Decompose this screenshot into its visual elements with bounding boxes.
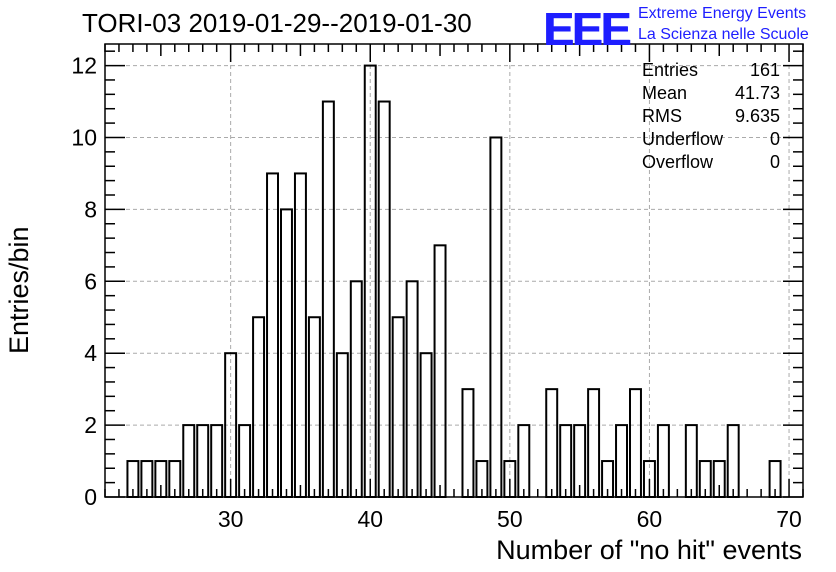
x-tick-label: 50	[497, 506, 523, 532]
histogram-bar	[196, 424, 210, 499]
histogram-bar	[238, 424, 252, 499]
stats-mean-value: 41.73	[734, 83, 780, 103]
histogram-bar	[726, 424, 740, 499]
histogram-bar	[266, 172, 280, 499]
histogram-bar	[377, 100, 391, 499]
histogram-bar	[349, 280, 363, 498]
stats-box: Entries 161 Mean 41.73 RMS 9.635 Underfl…	[642, 59, 780, 174]
stats-underflow-label: Underflow	[642, 129, 724, 149]
stats-underflow-value: 0	[769, 129, 780, 149]
histogram-bar	[656, 424, 670, 499]
y-tick-label: 12	[71, 53, 97, 79]
histogram-bar	[210, 424, 224, 499]
logo-line-2: La Scienza nelle Scuole	[638, 26, 809, 43]
y-axis-label: Entries/bin	[4, 226, 34, 354]
logo-line-1: Extreme Energy Events	[638, 5, 807, 22]
histogram-bar	[321, 100, 335, 499]
histogram-bar	[559, 424, 573, 499]
y-tick-label: 10	[71, 124, 97, 150]
y-tick-label: 0	[84, 484, 97, 510]
stats-row-mean: Mean 41.73	[642, 82, 780, 105]
histogram-bar	[489, 136, 503, 498]
x-tick-label: 60	[637, 506, 663, 532]
histogram-bar	[293, 172, 307, 499]
stats-overflow-label: Overflow	[642, 152, 714, 172]
x-tick-label: 70	[776, 506, 802, 532]
stats-overflow-value: 0	[769, 152, 780, 172]
histogram-bar	[517, 424, 531, 499]
stats-entries-label: Entries	[642, 60, 699, 80]
histogram-bar	[405, 280, 419, 498]
chart-title: TORI-03 2019-01-29--2019-01-30	[82, 8, 472, 38]
plot-frame	[104, 43, 804, 498]
stats-row-rms: RMS 9.635	[642, 105, 780, 128]
histogram-bar	[615, 424, 628, 499]
y-tick-label: 6	[84, 268, 97, 294]
y-tick-label: 4	[84, 340, 97, 366]
stats-row-entries: Entries 161	[642, 59, 780, 82]
x-tick-label: 40	[357, 506, 383, 532]
histogram-bar	[182, 424, 196, 499]
histogram-bar	[391, 316, 405, 498]
tick-labels: 30 40 50 60 70 0 2 4 6 8 10 12	[71, 53, 801, 532]
stats-rms-label: RMS	[642, 106, 682, 126]
histogram-bar	[587, 388, 601, 498]
histogram-bar	[307, 316, 321, 498]
y-tick-label: 8	[84, 196, 97, 222]
histogram-bar	[461, 388, 475, 498]
stats-mean-label: Mean	[642, 83, 688, 103]
stats-entries-value: 161	[749, 60, 780, 80]
histogram-bar	[545, 388, 559, 498]
y-tick-label: 2	[84, 412, 97, 438]
logo-caption: Extreme Energy Events La Scienza nelle S…	[638, 3, 809, 45]
eee-logo: EEE	[543, 3, 631, 55]
x-axis-label: Number of "no hit" events	[496, 535, 802, 565]
histogram-bar	[252, 316, 266, 498]
histogram-bar	[629, 388, 642, 498]
axis-ticks	[104, 44, 804, 498]
stats-row-underflow: Underflow 0	[642, 128, 780, 151]
histogram-bar	[433, 244, 447, 498]
stats-rms-value: 9.635	[734, 106, 780, 126]
histogram-bar	[684, 424, 698, 499]
stats-row-overflow: Overflow 0	[642, 151, 780, 174]
x-tick-label: 30	[218, 506, 244, 532]
